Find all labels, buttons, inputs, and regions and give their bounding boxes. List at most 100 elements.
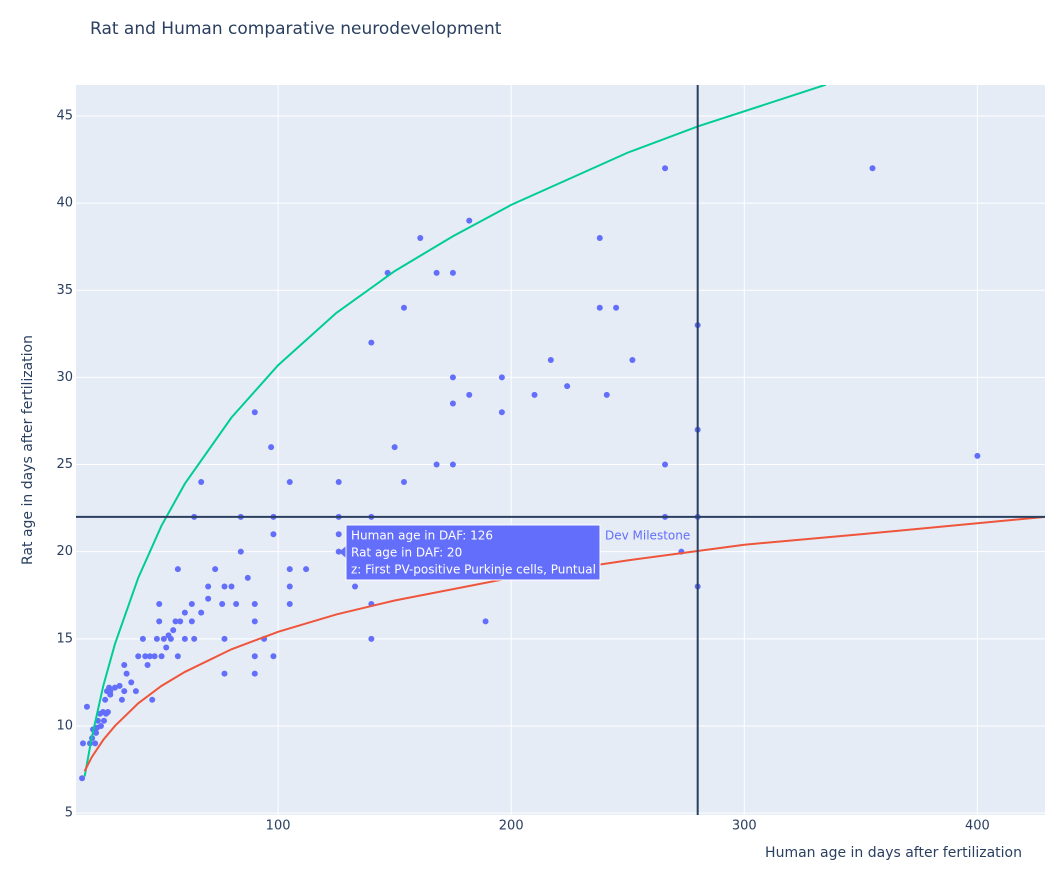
point [177,618,184,625]
point [160,635,167,642]
point [498,374,505,381]
point [596,235,603,242]
point [181,635,188,642]
point [596,304,603,311]
point [102,696,109,703]
point [449,400,456,407]
x-tick-label: 100 [266,819,291,834]
point [111,684,118,691]
point [400,478,407,485]
point [156,618,163,625]
point [79,775,86,782]
point [335,478,342,485]
point [251,670,258,677]
point [170,627,177,634]
point [352,583,359,590]
point [286,583,293,590]
y-tick-label: 20 [56,544,73,559]
curve [83,515,1045,772]
point [221,583,228,590]
point [116,682,123,689]
point [188,600,195,607]
x-tick-label: 200 [499,819,524,834]
y-tick-label: 25 [56,457,73,472]
point [335,531,342,538]
point [107,688,114,695]
point [151,653,158,660]
point [564,383,571,390]
tooltip: Human age in DAF: 126 Rat age in DAF: 20… [339,524,690,581]
point [449,269,456,276]
tooltip-trace-name: Dev Milestone [605,529,690,543]
point [613,304,620,311]
point [153,635,160,642]
y-tick-label: 30 [56,370,73,385]
point [188,618,195,625]
point [174,653,181,660]
point [233,600,240,607]
point [219,600,226,607]
x-axis-label: Human age in days after fertilization [765,845,1022,861]
point [237,548,244,555]
point [433,269,440,276]
point [368,635,375,642]
point [498,409,505,416]
point [869,165,876,172]
tooltip-line: Human age in DAF: 126 [351,529,493,543]
point [158,653,165,660]
point [547,356,554,363]
point [167,635,174,642]
point [198,478,205,485]
point [335,548,342,555]
tooltip-line: Rat age in DAF: 20 [351,546,462,560]
point [174,566,181,573]
point [286,566,293,573]
point [221,670,228,677]
point [270,531,277,538]
point [449,461,456,468]
point [228,583,235,590]
point [128,679,135,686]
point [79,740,86,747]
marks [76,85,1045,815]
point [123,670,130,677]
point [97,722,104,729]
point [482,618,489,625]
point [205,595,212,602]
point [368,339,375,346]
point [132,688,139,695]
point [629,356,636,363]
point [142,653,149,660]
point [531,391,538,398]
y-tick-label: 35 [56,283,73,298]
point [144,661,151,668]
point [121,661,128,668]
point [83,703,90,710]
curve [83,85,827,777]
point [205,583,212,590]
chart-title: Rat and Human comparative neurodevelopme… [90,19,502,39]
point [139,635,146,642]
point [417,235,424,242]
point [149,696,156,703]
y-tick-label: 15 [56,631,73,646]
point [251,653,258,660]
point [449,374,456,381]
tooltip-line: z: First PV-positive Purkinje cells, Pun… [351,563,596,577]
point [251,409,258,416]
point [391,444,398,451]
y-tick-label: 40 [56,196,73,211]
point [268,444,275,451]
y-tick-label: 10 [56,718,73,733]
point [93,729,100,736]
point [146,653,153,660]
point [121,688,128,695]
point [156,600,163,607]
y-axis-label: Rat age in days after fertilization [20,335,36,565]
point [466,217,473,224]
point [163,644,170,651]
tooltip-box [345,524,601,581]
point [286,600,293,607]
point [181,609,188,616]
